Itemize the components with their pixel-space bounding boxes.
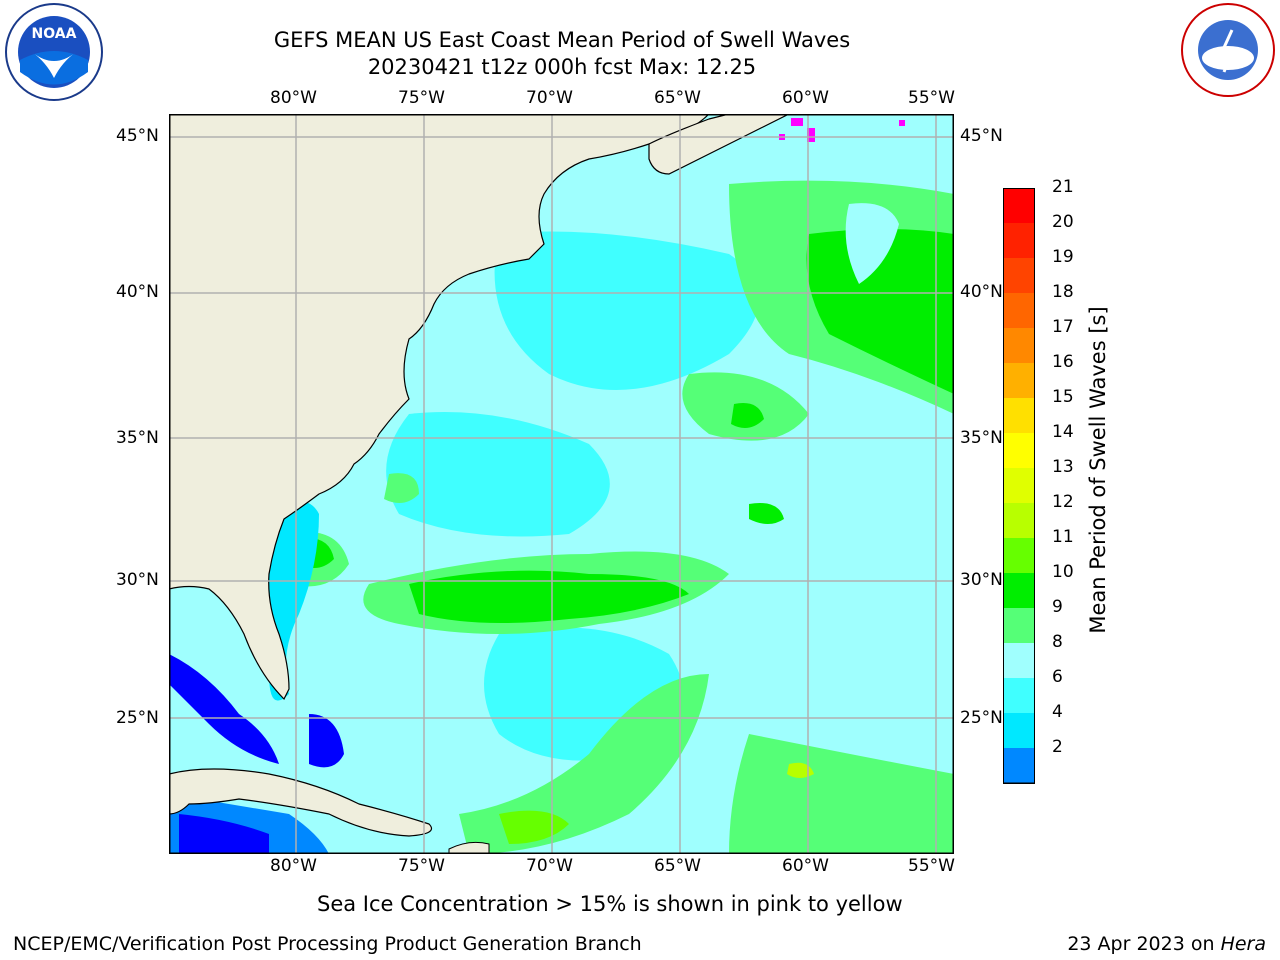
- lon-tick-bottom: 60°W: [782, 856, 829, 876]
- lon-tick-bottom: 80°W: [270, 856, 317, 876]
- colorbar-tick-label: 15: [1052, 387, 1074, 407]
- colorbar-segment: [1003, 748, 1035, 783]
- map-title: GEFS MEAN US East Coast Mean Period of S…: [273, 28, 851, 52]
- lat-tick-right: 30°N: [960, 570, 1003, 590]
- colorbar-tick-label: 10: [1052, 562, 1074, 582]
- colorbar-tick-label: 9: [1052, 597, 1063, 617]
- colorbar-tick-label: 16: [1052, 352, 1074, 372]
- lon-tick-top: 75°W: [398, 88, 445, 108]
- colorbar-segment: [1003, 608, 1035, 643]
- lat-tick-left: 25°N: [116, 708, 159, 728]
- colorbar-tick-label: 18: [1052, 282, 1074, 302]
- colorbar-segment: [1003, 503, 1035, 538]
- wave-period-fill: [169, 180, 954, 854]
- lat-tick-right: 25°N: [960, 708, 1003, 728]
- map-subtitle: 20230421 t12z 000h fcst Max: 12.25: [367, 55, 757, 79]
- lat-tick-left: 40°N: [116, 282, 159, 302]
- lat-tick-right: 45°N: [960, 126, 1003, 146]
- swell-period-map: [169, 114, 954, 854]
- colorbar-tick-label: 11: [1052, 527, 1074, 547]
- colorbar-tick-label: 13: [1052, 457, 1074, 477]
- lon-tick-top: 70°W: [526, 88, 573, 108]
- colorbar-segment: [1003, 538, 1035, 573]
- lat-tick-right: 40°N: [960, 282, 1003, 302]
- colorbar-tick-label: 6: [1052, 667, 1063, 687]
- footer-date-text: 23 Apr 2023 on: [1067, 933, 1221, 955]
- colorbar-segment: [1003, 573, 1035, 608]
- nws-logo: [1176, 0, 1280, 100]
- colorbar-segment: [1003, 468, 1035, 503]
- lon-tick-top: 55°W: [908, 88, 955, 108]
- lon-tick-bottom: 65°W: [654, 856, 701, 876]
- colorbar-tick-label: 14: [1052, 422, 1074, 442]
- colorbar-tick-label: 4: [1052, 702, 1063, 722]
- lat-tick-left: 35°N: [116, 428, 159, 448]
- colorbar-tick-label: 2: [1052, 737, 1063, 757]
- footer-date: 23 Apr 2023 on Hera: [1067, 933, 1266, 955]
- colorbar-segment: [1003, 678, 1035, 713]
- lon-tick-top: 80°W: [270, 88, 317, 108]
- lon-tick-bottom: 55°W: [908, 856, 955, 876]
- lat-tick-left: 45°N: [116, 126, 159, 146]
- colorbar-tick-label: 12: [1052, 492, 1074, 512]
- colorbar-segment: [1003, 328, 1035, 363]
- lon-tick-bottom: 75°W: [398, 856, 445, 876]
- colorbar-segment: [1003, 293, 1035, 328]
- land: [169, 114, 790, 854]
- colorbar-tick-label: 17: [1052, 317, 1074, 337]
- lat-tick-right: 35°N: [960, 428, 1003, 448]
- colorbar: [1002, 188, 1036, 817]
- colorbar-tick-label: 8: [1052, 632, 1063, 652]
- colorbar-tick-label: 19: [1052, 247, 1074, 267]
- lon-tick-bottom: 70°W: [526, 856, 573, 876]
- colorbar-segment: [1003, 713, 1035, 748]
- footer-machine: Hera: [1220, 933, 1266, 955]
- lon-tick-top: 65°W: [654, 88, 701, 108]
- colorbar-segment: [1003, 643, 1035, 678]
- colorbar-tick-label: 20: [1052, 212, 1074, 232]
- colorbar-segment: [1003, 363, 1035, 398]
- colorbar-label: Mean Period of Swell Waves [s]: [1086, 306, 1110, 634]
- colorbar-segment: [1003, 398, 1035, 433]
- colorbar-tick-label: 21: [1052, 177, 1074, 197]
- graticule: [169, 114, 954, 854]
- noaa-logo: NOAA: [2, 2, 106, 106]
- colorbar-segment: [1003, 258, 1035, 293]
- colorbar-segment: [1003, 223, 1035, 258]
- colorbar-segment: [1003, 188, 1035, 223]
- lon-tick-top: 60°W: [782, 88, 829, 108]
- svg-text:NOAA: NOAA: [32, 26, 77, 42]
- sea-ice-note: Sea Ice Concentration > 15% is shown in …: [317, 892, 903, 916]
- footer-org: NCEP/EMC/Verification Post Processing Pr…: [13, 933, 642, 955]
- lat-tick-left: 30°N: [116, 570, 159, 590]
- colorbar-segment: [1003, 433, 1035, 468]
